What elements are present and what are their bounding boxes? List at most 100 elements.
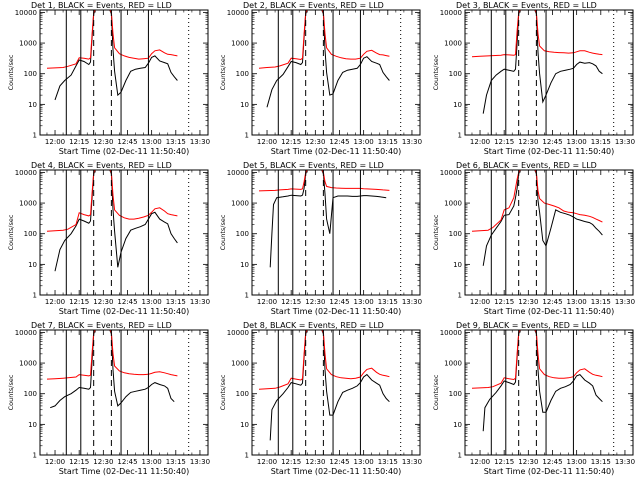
x-axis-label: Start Time (02-Dec-11 11:50:40): [271, 307, 402, 316]
x-tick-label: 13:00: [142, 298, 162, 306]
x-tick-label: 13:00: [567, 458, 587, 466]
y-tick-label: 100: [236, 70, 249, 78]
y-axis-label: Counts/sec: [219, 374, 227, 410]
x-tick-label: 12:15: [69, 298, 89, 306]
x-tick-label: 12:00: [257, 458, 277, 466]
y-axis-label: Counts/sec: [432, 374, 440, 410]
x-tick-label: 13:15: [378, 458, 398, 466]
x-tick-label: 13:00: [567, 138, 587, 146]
x-tick-label: 13:15: [166, 138, 186, 146]
y-tick-label: 10: [453, 261, 462, 269]
chart-panel-5: Det 5, BLACK = Events, RED = LLD 1 10 100 10…: [219, 161, 422, 316]
x-tick-label: 12:15: [69, 458, 89, 466]
x-axis-label: Start Time (02-Dec-11 11:50:40): [59, 307, 190, 316]
x-tick-label: 12:45: [329, 298, 349, 306]
chart-panel-7: Det 7, BLACK = Events, RED = LLD 1 10 100 10…: [7, 321, 210, 476]
x-tick-label: 13:15: [591, 138, 611, 146]
x-tick-label: 12:30: [93, 458, 113, 466]
x-tick-label: 12:15: [494, 138, 514, 146]
x-tick-label: 13:15: [591, 458, 611, 466]
x-tick-label: 12:00: [45, 298, 65, 306]
x-tick-label: 12:00: [470, 458, 490, 466]
y-tick-label: 1000: [231, 360, 249, 368]
events-series-line: [50, 330, 175, 409]
chart-title: Det 3, BLACK = Events, RED = LLD: [456, 1, 597, 10]
y-tick-label: 10000: [15, 329, 37, 337]
x-tick-label: 13:30: [190, 458, 210, 466]
y-axis-label: Counts/sec: [432, 54, 440, 90]
chart-panel-1: Det 1, BLACK = Events, RED = LLD 1 10 100 10…: [7, 1, 210, 156]
y-tick-label: 1: [458, 132, 462, 140]
events-series-line: [266, 10, 390, 108]
chart-title: Det 6, BLACK = Events, RED = LLD: [456, 161, 597, 170]
y-tick-label: 1: [33, 292, 37, 300]
y-axis-label: Counts/sec: [7, 54, 15, 90]
y-tick-label: 10: [240, 261, 249, 269]
y-tick-label: 10: [28, 101, 37, 109]
x-tick-label: 13:15: [166, 458, 186, 466]
x-tick-label: 12:30: [518, 138, 538, 146]
plot-frame: [39, 329, 209, 456]
y-tick-label: 1000: [19, 360, 37, 368]
x-tick-label: 13:00: [354, 138, 374, 146]
y-tick-label: 100: [236, 230, 249, 238]
y-tick-label: 10000: [440, 169, 462, 177]
x-tick-label: 12:30: [518, 298, 538, 306]
chart-title: Det 1, BLACK = Events, RED = LLD: [31, 1, 172, 10]
x-tick-label: 12:30: [305, 138, 325, 146]
y-tick-label: 1: [245, 292, 249, 300]
y-tick-label: 1000: [444, 360, 462, 368]
x-tick-label: 13:00: [354, 458, 374, 466]
plot-frame: [251, 9, 421, 136]
y-axis-label: Counts/sec: [219, 54, 227, 90]
chart-title: Det 9, BLACK = Events, RED = LLD: [456, 321, 597, 330]
x-tick-label: 13:30: [402, 138, 422, 146]
x-tick-label: 13:30: [190, 138, 210, 146]
chart-panel-4: Det 4, BLACK = Events, RED = LLD 1 10 100 10…: [7, 161, 210, 316]
chart-title: Det 7, BLACK = Events, RED = LLD: [31, 321, 172, 330]
y-tick-label: 100: [449, 390, 462, 398]
chart-panel-2: Det 2, BLACK = Events, RED = LLD 1 10 100 10…: [219, 1, 422, 156]
x-tick-label: 13:30: [402, 458, 422, 466]
x-axis-label: Start Time (02-Dec-11 11:50:40): [271, 467, 402, 476]
events-series-line: [482, 10, 603, 114]
x-tick-label: 12:45: [329, 138, 349, 146]
x-tick-label: 12:00: [45, 138, 65, 146]
x-tick-label: 12:45: [117, 298, 137, 306]
chart-panel-3: Det 3, BLACK = Events, RED = LLD 1 10 100 10…: [432, 1, 635, 156]
events-series-line: [54, 10, 178, 101]
y-tick-label: 1: [245, 452, 249, 460]
chart-panel-6: Det 6, BLACK = Events, RED = LLD 1 10 100 10…: [432, 161, 635, 316]
y-tick-label: 10: [28, 421, 37, 429]
y-tick-label: 100: [24, 70, 37, 78]
events-series-line: [269, 170, 387, 268]
x-axis-label: Start Time (02-Dec-11 11:50:40): [484, 467, 615, 476]
y-tick-label: 10000: [15, 169, 37, 177]
x-tick-label: 12:00: [257, 138, 277, 146]
x-tick-label: 12:00: [257, 298, 277, 306]
x-tick-label: 12:15: [281, 138, 301, 146]
events-series-line: [54, 170, 178, 272]
y-tick-label: 10: [28, 261, 37, 269]
chart-title: Det 5, BLACK = Events, RED = LLD: [243, 161, 384, 170]
x-tick-label: 13:30: [615, 458, 635, 466]
y-tick-label: 10000: [227, 169, 249, 177]
y-tick-label: 1000: [231, 40, 249, 48]
y-tick-label: 100: [236, 390, 249, 398]
y-tick-label: 100: [24, 390, 37, 398]
plot-frame: [464, 329, 634, 456]
plot-frame: [464, 169, 634, 296]
x-tick-label: 13:30: [615, 298, 635, 306]
y-tick-label: 10000: [440, 9, 462, 17]
x-tick-label: 12:45: [117, 458, 137, 466]
x-tick-label: 13:00: [354, 298, 374, 306]
y-tick-label: 1000: [444, 200, 462, 208]
y-tick-label: 1: [458, 452, 462, 460]
y-axis-label: Counts/sec: [432, 214, 440, 250]
y-tick-label: 1000: [19, 40, 37, 48]
x-tick-label: 13:15: [591, 298, 611, 306]
x-tick-label: 13:00: [567, 298, 587, 306]
x-tick-label: 13:00: [142, 138, 162, 146]
x-axis-label: Start Time (02-Dec-11 11:50:40): [59, 147, 190, 156]
